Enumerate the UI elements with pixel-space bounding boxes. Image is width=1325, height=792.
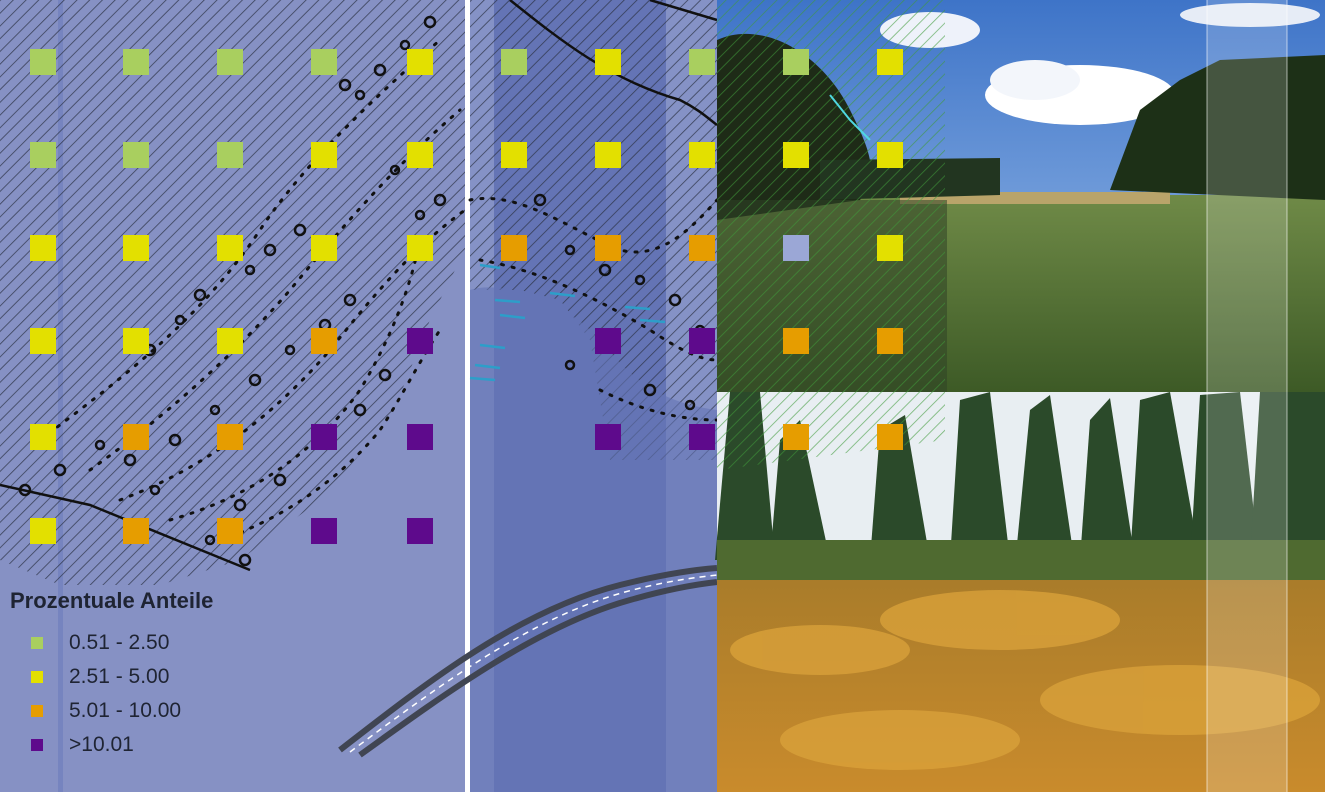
grid-cell (407, 328, 433, 354)
grid-cell (595, 328, 621, 354)
legend-label: 0.51 - 2.50 (69, 631, 170, 654)
grid-cell (30, 328, 56, 354)
grid-cell (123, 49, 149, 75)
meadow-photo (717, 0, 1325, 392)
grid-cell (30, 518, 56, 544)
grid-cell (123, 328, 149, 354)
grid-cell (217, 424, 243, 450)
stream-marks (469, 263, 666, 382)
grid-cell (595, 142, 621, 168)
grid-cell (123, 142, 149, 168)
legend-swatch (31, 739, 43, 751)
grid-cell (877, 235, 903, 261)
grid-cell (30, 142, 56, 168)
grid-cell (311, 235, 337, 261)
grid-cell (123, 518, 149, 544)
grid-cell (123, 424, 149, 450)
grid-cell (783, 235, 809, 261)
legend: Prozentuale Anteile 0.51 - 2.50 2.51 - 5… (10, 588, 213, 762)
legend-swatch (31, 705, 43, 717)
grid-cell (217, 49, 243, 75)
grid-cell (689, 424, 715, 450)
grid-cell (783, 142, 809, 168)
grid-cell (311, 424, 337, 450)
grid-cell (217, 518, 243, 544)
panel-divider (465, 0, 470, 792)
water-area (470, 287, 717, 792)
grid-cell (123, 235, 149, 261)
photo-overlay-strip (1207, 0, 1287, 792)
legend-label: 2.51 - 5.00 (69, 665, 170, 688)
grid-cell (501, 235, 527, 261)
legend-title: Prozentuale Anteile (10, 588, 214, 613)
legend-swatch (31, 637, 43, 649)
grid-cell (30, 235, 56, 261)
map-panel-middle (470, 0, 717, 792)
grid-cell (217, 142, 243, 168)
grid-cell (595, 235, 621, 261)
grid-cell (689, 328, 715, 354)
grid-cell (30, 49, 56, 75)
legend-item: 5.01 - 10.00 (10, 694, 213, 728)
grid-cell (407, 235, 433, 261)
grid-cell (783, 424, 809, 450)
dotted-paths (38, 38, 719, 542)
legend-label: >10.01 (69, 733, 134, 756)
grid-cell (30, 424, 56, 450)
grid-cell (689, 142, 715, 168)
map-panel-left (0, 0, 465, 792)
grid-cell (311, 142, 337, 168)
hatched-region-middle (470, 0, 717, 460)
grid-cell (877, 142, 903, 168)
grid-cell (877, 49, 903, 75)
bog-photo (715, 392, 1325, 792)
grid-cell (311, 49, 337, 75)
legend-label: 5.01 - 10.00 (69, 699, 182, 722)
class-grid (30, 49, 903, 544)
grid-cell (783, 49, 809, 75)
grid-cell (407, 518, 433, 544)
legend-item: 2.51 - 5.00 (10, 660, 213, 694)
grid-cell (311, 518, 337, 544)
grid-cell (407, 142, 433, 168)
legend-item: 0.51 - 2.50 (10, 626, 213, 660)
grid-cell (217, 235, 243, 261)
legend-swatch (31, 671, 43, 683)
grid-cell (501, 142, 527, 168)
grid-cell (877, 328, 903, 354)
grid-cell (877, 424, 903, 450)
grid-cell (407, 49, 433, 75)
grid-cell (689, 235, 715, 261)
grid-cell (217, 328, 243, 354)
grid-cell (501, 49, 527, 75)
grid-cell (595, 424, 621, 450)
grid-cell (689, 49, 715, 75)
grid-cell (595, 49, 621, 75)
legend-item: >10.01 (10, 728, 213, 762)
grid-cell (407, 424, 433, 450)
grid-cell (311, 328, 337, 354)
hatched-region (0, 0, 465, 585)
road (338, 565, 718, 758)
grid-cell (783, 328, 809, 354)
